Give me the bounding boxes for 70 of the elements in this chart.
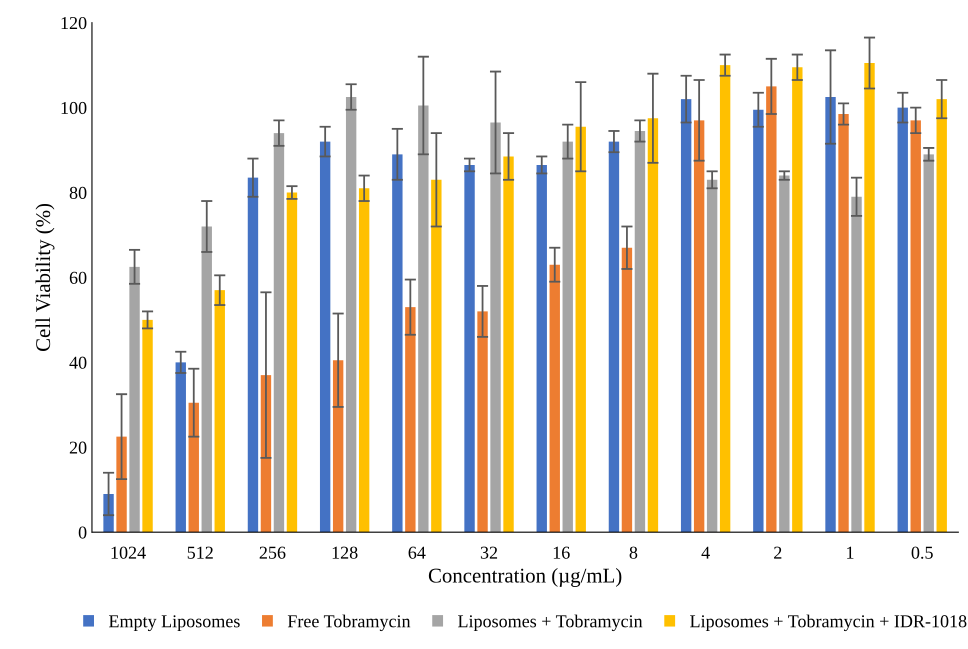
y-tick-label: 0	[78, 526, 86, 539]
bar	[694, 120, 704, 532]
x-tick-label: 1024	[112, 546, 146, 559]
bar	[490, 122, 501, 532]
bar	[214, 290, 225, 532]
bar	[332, 360, 344, 532]
bar	[346, 97, 356, 532]
y-tick-label: 40	[69, 356, 86, 369]
bar	[202, 226, 212, 532]
bar	[405, 307, 416, 532]
x-tick-label: 512	[188, 546, 213, 559]
y-tick-label: 20	[70, 442, 86, 454]
bar	[274, 133, 284, 532]
legend-label: Free Tobramycin	[288, 614, 410, 632]
x-tick-label: 256	[260, 546, 286, 559]
bar	[608, 142, 620, 532]
bar	[838, 114, 849, 532]
bar	[248, 178, 258, 532]
x-tick-label: 128	[332, 546, 358, 559]
bar	[176, 362, 186, 532]
bar	[562, 142, 573, 532]
x-axis-title: Concentration (µg/mL)	[428, 568, 622, 587]
bar	[320, 142, 330, 532]
bar	[851, 196, 862, 532]
x-tick-label: 16	[554, 546, 570, 559]
legend-label: Empty Liposomes	[108, 615, 240, 632]
y-axis-title: Cell Viability (%)	[36, 204, 54, 351]
bar	[864, 63, 875, 532]
bar	[706, 180, 718, 532]
y-tick-label: 100	[62, 102, 86, 114]
bar	[825, 97, 836, 532]
bar	[392, 154, 403, 532]
bar	[936, 99, 947, 532]
x-tick-label: 4	[701, 546, 710, 559]
x-tick-label: 64	[408, 546, 426, 559]
bar	[753, 110, 764, 532]
y-tick-label: 60	[70, 272, 86, 284]
bar	[924, 154, 934, 532]
bar	[576, 126, 586, 532]
bar	[188, 402, 199, 532]
bar	[536, 164, 547, 532]
bar	[142, 320, 153, 532]
bar	[898, 108, 908, 532]
bar	[779, 176, 790, 532]
bar	[418, 106, 429, 532]
bar	[431, 180, 442, 532]
bar	[792, 67, 803, 532]
bar	[910, 120, 921, 532]
x-tick-label: 1	[847, 546, 854, 559]
bar	[477, 311, 488, 532]
bar	[358, 188, 370, 532]
legend-label: Liposomes + Tobramycin + IDR-1018	[690, 614, 966, 632]
bar	[766, 86, 777, 532]
x-tick-label: 2	[774, 546, 782, 559]
bar	[648, 118, 658, 532]
x-tick-label: 8	[630, 546, 638, 559]
x-tick-label: 32	[480, 546, 498, 559]
legend-label: Liposomes + Tobramycin	[458, 614, 642, 632]
bar	[680, 99, 692, 532]
bar	[503, 156, 514, 532]
bar	[550, 264, 560, 532]
bar	[129, 266, 140, 532]
y-tick-label: 80	[70, 186, 86, 199]
bar	[622, 248, 632, 532]
bar	[464, 164, 475, 532]
bar	[286, 192, 298, 532]
bar	[634, 130, 646, 532]
x-tick-label: 0.5	[912, 546, 933, 559]
y-tick-label: 120	[62, 16, 86, 30]
bar	[720, 65, 730, 532]
